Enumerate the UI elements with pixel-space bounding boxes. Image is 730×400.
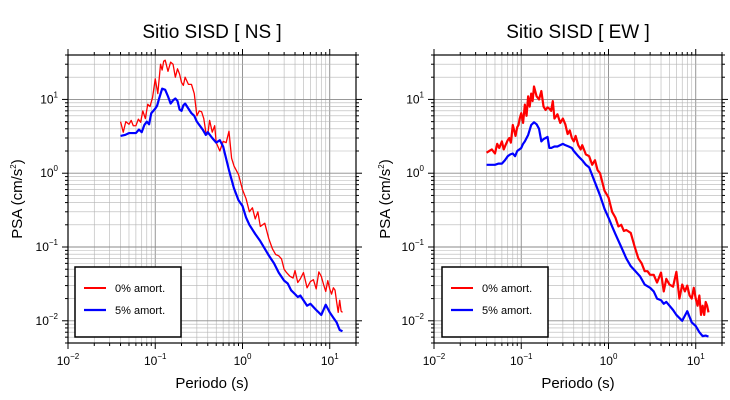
x-tick-label: 101: [321, 352, 339, 368]
legend-box-ew: [441, 266, 549, 338]
x-axis-label-ns: Periodo (s): [175, 375, 248, 392]
plot-frame-ew: [433, 54, 723, 344]
y-tick-label: 100: [406, 164, 424, 180]
ticks-ns: 10−2 10−1 100 101 10−2 10−1 100 101: [36, 49, 362, 368]
y-tick-label: 10−1: [402, 238, 425, 254]
x-tick-label: 101: [687, 352, 705, 368]
x-tick-label: 10−2: [57, 352, 80, 368]
series-group-ew: [485, 85, 710, 338]
chart-title-ew: Sitio SISD [ EW ]: [506, 22, 650, 43]
legend-ew: 0% amort. 5% amort.: [441, 266, 549, 338]
series-group-ns: [119, 59, 343, 333]
series-line-5pct-ew: [486, 121, 709, 338]
x-tick-label: 10−1: [144, 352, 167, 368]
y-tick-label: 101: [406, 90, 424, 106]
chart-panel-ew: Sitio SISD [ EW ] 10−2 10−1 100 101 10−2 10−1…: [377, 22, 728, 392]
ticks-ew: 10−2 10−1 100 101 10−2 10−1 100 101: [402, 49, 728, 368]
x-tick-label: 100: [234, 352, 252, 368]
legend-box-ns: [74, 266, 182, 338]
x-tick-label: 10−1: [510, 352, 533, 368]
series-line-0pct-ew: [485, 85, 710, 317]
y-axis-label-ew: PSA (cm/s2): [377, 159, 394, 238]
legend-label-5pct-ew: 5% amort.: [482, 305, 532, 317]
legend-ns: 0% amort. 5% amort.: [74, 266, 182, 338]
chart-title-ns: Sitio SISD [ NS ]: [142, 22, 281, 43]
y-tick-label: 10−2: [36, 312, 59, 328]
x-axis-label-ew: Periodo (s): [541, 375, 614, 392]
x-tick-label: 10−2: [423, 352, 446, 368]
y-tick-label: 100: [40, 164, 58, 180]
series-line-0pct-ns: [119, 59, 343, 314]
x-tick-label: 100: [600, 352, 618, 368]
legend-label-0pct-ns: 0% amort.: [115, 283, 165, 295]
series-line-5pct-ns: [120, 87, 343, 333]
plot-frame-ns: [67, 54, 357, 344]
y-tick-label: 10−1: [36, 238, 59, 254]
y-axis-label-ns: PSA (cm/s2): [9, 159, 26, 238]
y-tick-label: 101: [40, 90, 58, 106]
chart-panel-ns: Sitio SISD [ NS ] 10−2 10−1 100 101 10−2 10−1…: [9, 22, 362, 392]
grid-ns: [67, 54, 357, 344]
y-tick-label: 10−2: [402, 312, 425, 328]
legend-label-5pct-ns: 5% amort.: [115, 305, 165, 317]
legend-label-0pct-ew: 0% amort.: [482, 283, 532, 295]
